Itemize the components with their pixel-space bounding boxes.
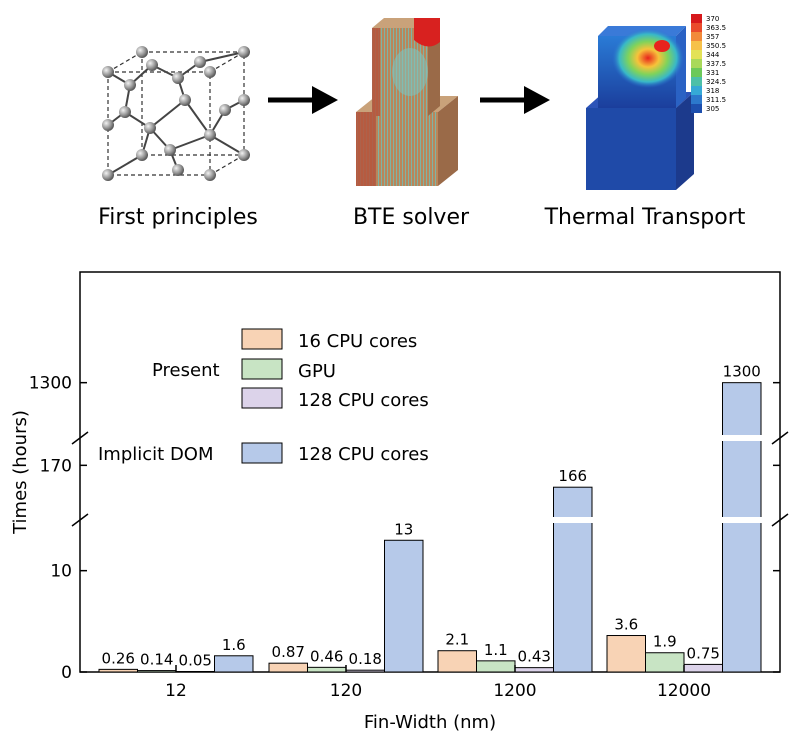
bar <box>98 668 138 673</box>
bar-value-label: 0.46 <box>310 647 343 665</box>
legend: Present 16 CPU cores GPU 128 CPU cores I… <box>98 328 429 465</box>
x-tick-label: 1200 <box>493 681 536 701</box>
bar <box>437 650 477 673</box>
colorbar: 370 363.5 357 350.5 344 337.5 331 324.5 … <box>691 14 726 113</box>
legend-entry: 128 CPU cores <box>298 444 429 465</box>
y-axis-title: Times (hours) <box>10 410 31 535</box>
x-tick-label: 12000 <box>657 681 711 701</box>
bar-value-label: 1300 <box>723 363 761 381</box>
bar-value-label: 166 <box>558 467 587 485</box>
bar <box>683 663 723 673</box>
y-tick-label: 0 <box>61 663 72 683</box>
bar-value-label: 1.1 <box>484 641 508 659</box>
y-tick-label: 170 <box>40 456 72 476</box>
legend-entry: GPU <box>298 361 336 382</box>
bar-value-label: 0.14 <box>140 651 173 669</box>
bar <box>175 670 215 673</box>
axis-break-mark <box>771 431 789 445</box>
bar <box>553 486 593 673</box>
colorbar-tick: 311.5 <box>706 96 726 104</box>
colorbar-tick: 324.5 <box>706 78 726 86</box>
x-tick-label: 120 <box>330 681 362 701</box>
bar <box>722 382 762 673</box>
legend-entry: 16 CPU cores <box>298 331 417 352</box>
legend-swatch <box>241 387 283 409</box>
step-label-thermal-transport: Thermal Transport <box>544 205 746 230</box>
bar <box>307 666 347 673</box>
colorbar-tick: 305 <box>706 105 719 113</box>
bar-value-label: 0.05 <box>179 651 212 669</box>
x-tick-label: 12 <box>165 681 187 701</box>
bar <box>345 669 385 673</box>
bar-value-label: 1.6 <box>222 636 246 654</box>
axis-break-mark <box>71 431 89 445</box>
bar-value-label: 13 <box>394 520 413 538</box>
legend-swatch <box>241 328 283 350</box>
bar <box>137 670 177 673</box>
legend-group-present: Present <box>152 360 220 381</box>
bar-value-label: 3.6 <box>614 616 638 634</box>
bar <box>268 662 308 673</box>
finfet-mesh-icon <box>356 18 458 186</box>
bar <box>606 635 646 673</box>
bar <box>645 652 685 673</box>
colorbar-tick: 350.5 <box>706 42 726 50</box>
y-tick-label: 1300 <box>29 374 72 394</box>
temperature-field-icon <box>586 26 694 190</box>
bar-value-label: 0.18 <box>349 650 382 668</box>
colorbar-tick: 344 <box>706 51 720 59</box>
legend-swatch <box>241 358 283 380</box>
step-label-first-principles: First principles <box>98 205 258 230</box>
bar-value-label: 1.9 <box>653 633 677 651</box>
bar-value-label: 0.43 <box>518 648 551 666</box>
atom-lattice-icon <box>102 46 250 181</box>
bars: 0.26 0.14 0.05 1.6 0.87 0.46 0.18 13 2.1 1.1 0.43 1… <box>98 363 762 673</box>
axis-break-gap <box>81 517 779 523</box>
axis-break-mark <box>771 513 789 527</box>
bar <box>476 660 516 673</box>
colorbar-tick: 337.5 <box>706 60 726 68</box>
axis-break-mark <box>71 513 89 527</box>
bar-value-label: 2.1 <box>445 631 469 649</box>
axis-ticks: 0 10 170 1300 12 120 1200 12000 <box>29 374 780 701</box>
step-label-bte-solver: BTE solver <box>353 205 470 230</box>
bar <box>214 655 254 673</box>
plot-frame <box>79 271 781 673</box>
axis-breaks <box>71 431 789 527</box>
bar <box>384 539 424 673</box>
colorbar-tick: 370 <box>706 15 719 23</box>
bar-value-label: 0.26 <box>102 649 135 667</box>
colorbar-tick: 331 <box>706 69 719 77</box>
right-arrow-icon <box>268 86 338 114</box>
bar-value-label: 0.75 <box>687 644 720 662</box>
legend-group-implicit-dom: Implicit DOM <box>98 444 214 465</box>
pipeline: 370 363.5 357 350.5 344 337.5 331 324.5 … <box>98 14 746 230</box>
y-tick-label: 10 <box>50 562 72 582</box>
colorbar-tick: 357 <box>706 33 719 41</box>
x-axis-title: Fin-Width (nm) <box>364 712 496 733</box>
bar-value-label: 0.87 <box>272 643 305 661</box>
axis-break-gap <box>81 435 779 441</box>
legend-entry: 128 CPU cores <box>298 390 429 411</box>
bar-chart: 0.26 0.14 0.05 1.6 0.87 0.46 0.18 13 2.1 1.1 0.43 1… <box>10 271 789 733</box>
right-arrow-icon <box>480 86 550 114</box>
colorbar-tick: 318 <box>706 87 719 95</box>
legend-swatch <box>241 442 283 464</box>
colorbar-tick: 363.5 <box>706 24 726 32</box>
bar <box>514 667 554 673</box>
